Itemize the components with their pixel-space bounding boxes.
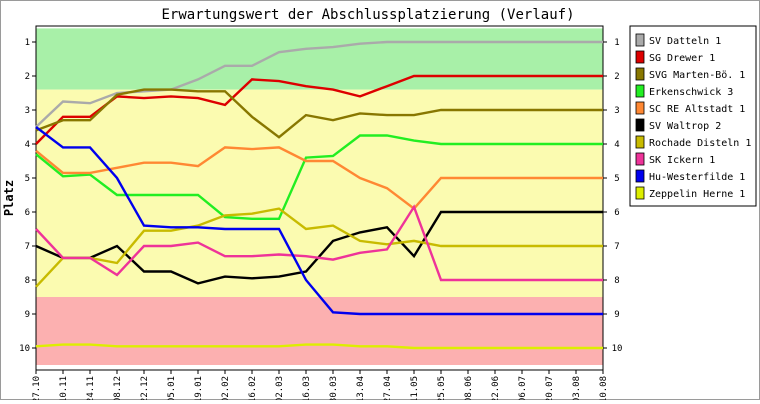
y-tick-label-right: 10: [612, 344, 623, 354]
y-tick-label: 3: [25, 106, 30, 116]
legend-swatch: [636, 85, 644, 97]
y-tick-label: 4: [25, 140, 30, 150]
y-tick-label-right: 7: [614, 242, 619, 252]
legend-label: Hu-Westerfilde 1: [649, 172, 745, 183]
x-tick-label: 20.07: [545, 376, 555, 400]
x-tick-label: 08.06: [464, 376, 474, 400]
x-tick-label: 02.02: [221, 376, 231, 400]
zone-2: [36, 297, 603, 365]
y-tick-label: 1: [25, 38, 30, 48]
x-tick-label: 11.05: [410, 376, 420, 400]
y-tick-label-right: 4: [614, 140, 619, 150]
legend-label: SC RE Altstadt 1: [649, 104, 745, 115]
legend-label: SV Datteln 1: [649, 36, 721, 47]
chart-title: Erwartungswert der Abschlussplatzierung …: [161, 7, 574, 23]
y-tick-label-right: 9: [614, 310, 619, 320]
legend-swatch: [636, 187, 644, 199]
y-tick-label: 10: [19, 344, 30, 354]
legend: SV Datteln 1 SG Drewer 1 SVG Marten-Bö. 1 E…: [630, 26, 756, 206]
y-tick-label: 7: [25, 242, 30, 252]
y-tick-label: 2: [25, 72, 30, 82]
y-axis-label: Platz: [2, 180, 16, 216]
y-tick-label-right: 2: [614, 72, 619, 82]
y-tick-label-right: 5: [614, 174, 619, 184]
x-tick-label: 08.12: [113, 376, 123, 400]
x-tick-label: 27.10: [32, 376, 42, 400]
x-tick-label: 03.08: [572, 376, 582, 400]
x-tick-label: 30.03: [329, 376, 339, 400]
x-tick-label: 22.12: [140, 376, 150, 400]
y-tick-label-right: 8: [614, 276, 619, 286]
legend-label: Erkenschwick 3: [649, 87, 733, 98]
legend-swatch: [636, 102, 644, 114]
legend-label: SG Drewer 1: [649, 53, 715, 64]
legend-label: Rochade Disteln 1: [649, 138, 751, 149]
legend-label: SV Waltrop 2: [649, 121, 721, 132]
y-tick-label-right: 6: [614, 208, 619, 218]
legend-swatch: [636, 119, 644, 131]
x-tick-label: 24.11: [86, 376, 96, 400]
x-tick-label: 27.04: [383, 376, 393, 400]
x-tick-label: 13.04: [356, 376, 366, 400]
x-tick-label: 16.02: [248, 376, 258, 400]
x-tick-label: 05.01: [167, 376, 177, 400]
zone-1: [36, 90, 603, 297]
legend-swatch: [636, 136, 644, 148]
x-tick-label: 25.05: [437, 376, 447, 400]
y-tick-label: 8: [25, 276, 30, 286]
y-tick-label-right: 1: [614, 38, 619, 48]
legend-label: SK Ickern 1: [649, 155, 715, 166]
y-tick-label-right: 3: [614, 106, 619, 116]
legend-swatch: [636, 51, 644, 63]
legend-swatch: [636, 68, 644, 80]
x-tick-label: 10.08: [599, 376, 609, 400]
x-tick-label: 19.01: [194, 376, 204, 400]
x-tick-label: 16.03: [302, 376, 312, 400]
x-tick-label: 02.03: [275, 376, 285, 400]
legend-swatch: [636, 170, 644, 182]
y-tick-label: 9: [25, 310, 30, 320]
legend-label: SVG Marten-Bö. 1: [649, 70, 745, 81]
x-tick-label: 22.06: [491, 376, 501, 400]
x-tick-label: 10.11: [59, 376, 69, 400]
zone-0: [36, 28, 603, 89]
x-tick-label: 06.07: [518, 376, 528, 400]
legend-label: Zeppelin Herne 1: [649, 189, 745, 200]
y-tick-label: 5: [25, 174, 30, 184]
legend-swatch: [636, 153, 644, 165]
y-tick-label: 6: [25, 208, 30, 218]
legend-swatch: [636, 34, 644, 46]
